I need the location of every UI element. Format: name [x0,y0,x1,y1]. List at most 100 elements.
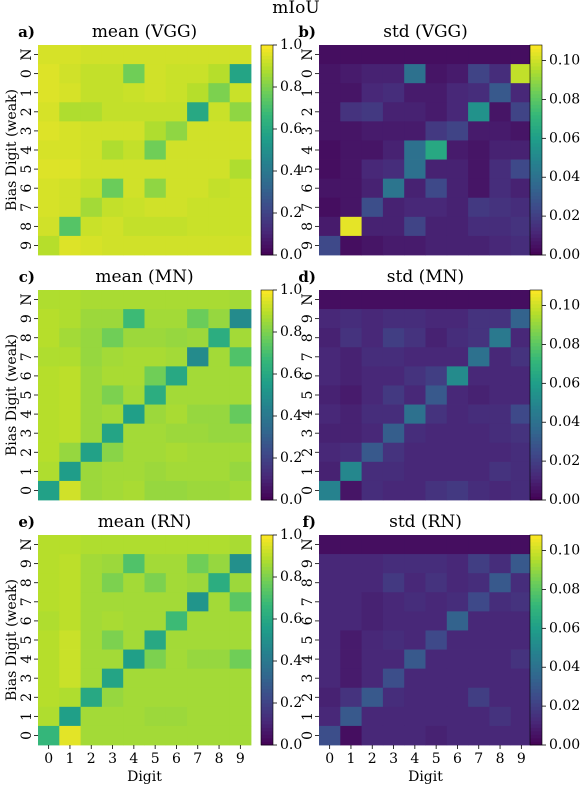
heatmap-cell [144,592,167,612]
heatmap-cell [80,706,103,727]
colorbar-segment [261,328,273,333]
panel-title: std (VGG) [383,22,468,42]
colorbar-segment [530,353,542,357]
heatmap-cell [229,554,252,574]
colorbar-frame [529,44,543,256]
heatmap-cell [208,442,231,463]
heatmap-cell [165,535,188,555]
colorbar-segment [261,598,273,602]
heatmap-cell [144,309,167,329]
panel-title: mean (MN) [95,267,193,287]
x-axis-label: Digit [408,769,443,785]
heatmap-cell [489,178,512,199]
heatmap-cell [229,328,252,348]
heatmap-cell [404,102,426,122]
colorbar-segment [261,237,273,242]
colorbar-segment [261,447,273,452]
heatmap-cell [489,668,512,689]
heatmap-cell [446,442,469,463]
heatmap-cell [446,45,469,65]
heatmap-cell [510,423,533,444]
colorbar-tick-label: 0.10 [549,543,580,559]
colorbar-segment [530,402,542,406]
heatmap-cell [340,347,362,367]
colorbar-segment [530,692,542,697]
colorbar-segment [261,384,273,389]
heatmap-cell [229,178,252,199]
heatmap-cell [187,45,209,65]
colorbar-segment [261,468,273,473]
colorbar-segment [530,209,542,214]
heatmap-cell [123,611,145,631]
heatmap-cell [361,235,384,256]
heatmap-cell [229,404,252,425]
heatmap-cell [340,554,362,574]
heatmap-cell [187,385,209,405]
x-tick-label: 6 [172,751,181,767]
colorbar-tick-label: 0.10 [549,53,580,69]
y-tick-label: N [300,293,316,305]
colorbar-segment [261,73,273,77]
heatmap-cell [208,309,231,329]
y-tick-label: 0 [19,69,35,78]
colorbar-segment [261,657,273,662]
heatmap-cell [340,404,362,425]
y-tick-label: 5 [300,636,316,645]
heatmap-cell [489,235,512,256]
colorbar-segment [530,468,542,473]
colorbar-segment [261,741,273,746]
heatmap-cell [38,592,60,612]
colorbar-segment [530,335,542,340]
colorbar-segment [530,227,542,231]
colorbar-segment [261,150,273,154]
heatmap-cell [446,159,469,180]
heatmap-cell [404,216,426,237]
heatmap-cell [510,535,533,555]
heatmap-cell [468,480,490,501]
y-axis-label: Bias Digit (weak) [4,579,20,701]
colorbar-segment [530,671,542,676]
heatmap-cell [59,45,81,65]
heatmap-cell [340,630,362,650]
heatmap-cell [340,573,362,593]
heatmap-cell [468,121,490,141]
colorbar-segment [261,675,273,679]
colorbar-segment [530,626,542,630]
heatmap-cell [144,197,167,218]
colorbar-segment [261,727,273,732]
heatmap-cell [38,235,60,256]
heatmap-cell [165,461,188,482]
colorbar-segment [530,549,542,553]
heatmap-cell [208,140,231,160]
heatmap-cell [101,178,124,199]
heatmap-cell [319,197,341,218]
heatmap-cell [468,385,490,405]
colorbar-segment [261,577,273,581]
colorbar-tick-label: 0.04 [549,414,580,430]
colorbar-segment [261,146,273,151]
colorbar-segment [261,706,273,711]
colorbar-segment [530,395,542,399]
heatmap-cell [144,216,167,237]
heatmap-cell [489,423,512,444]
heatmap-cell [59,159,81,180]
heatmap-cell [425,668,448,689]
colorbar-segment [530,563,542,567]
colorbar-segment [530,76,542,81]
heatmap-cell [404,347,426,367]
y-tick-label: 6 [19,616,35,625]
heatmap-cell [425,216,448,237]
heatmap-cell [510,649,533,670]
colorbar-segment [261,482,273,487]
heatmap-cell [361,592,384,612]
heatmap-cell [187,725,209,746]
heatmap-cell [80,573,103,593]
heatmap-cell [489,554,512,574]
heatmap-cell [80,442,103,463]
colorbar-segment [530,451,542,455]
heatmap-cell [38,649,60,670]
colorbar-tick-label: 0.4 [280,163,302,179]
heatmap-cell [404,442,426,463]
heatmap-cell [404,309,426,329]
heatmap-cell [123,216,145,237]
